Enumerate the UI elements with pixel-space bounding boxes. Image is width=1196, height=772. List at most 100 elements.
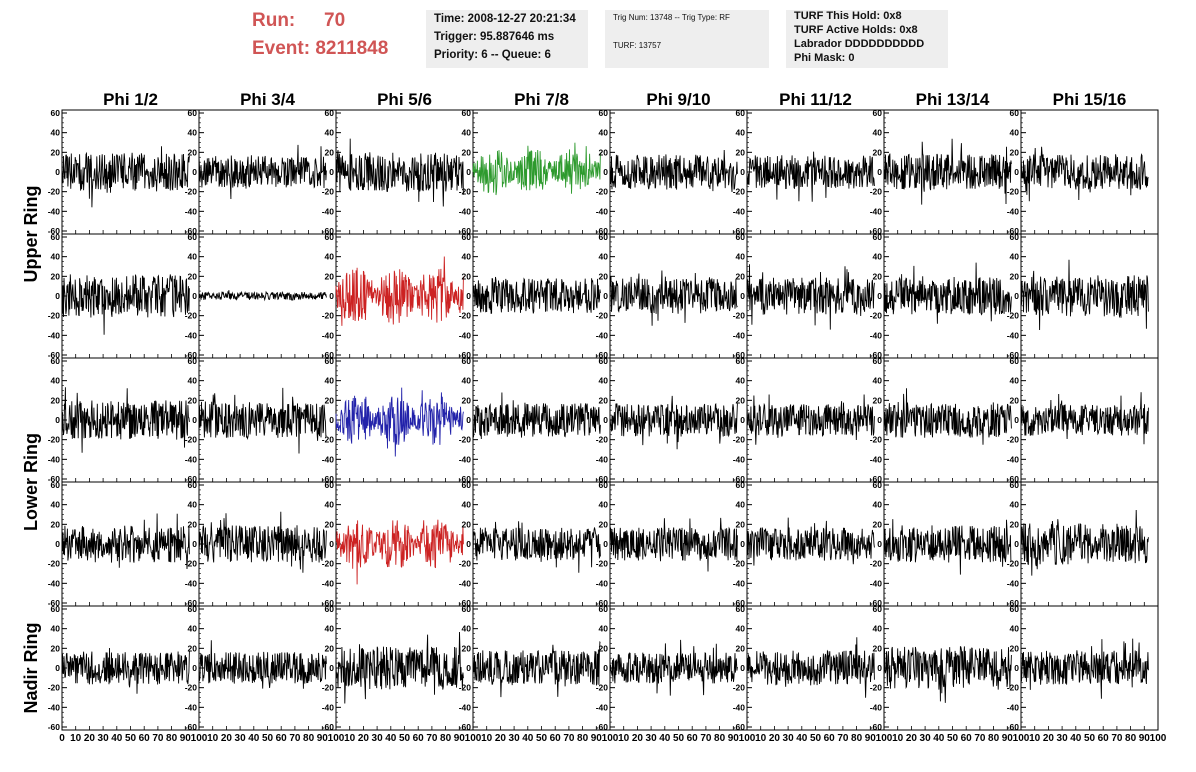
y-tick-label: -40 <box>459 578 472 588</box>
y-tick-label: 0 <box>1014 415 1019 425</box>
y-tick-label: 40 <box>462 376 472 386</box>
y-tick-label: 0 <box>877 539 882 549</box>
y-tick-label: 60 <box>736 108 746 118</box>
y-tick-label: 20 <box>1010 519 1020 529</box>
y-tick-label: -60 <box>596 350 609 360</box>
waveform-panel: -60 -40 -20 0 20 40 60 <box>322 232 474 360</box>
y-tick-label: -40 <box>322 578 335 588</box>
y-tick-label: 40 <box>51 376 61 386</box>
x-tick-label: 10 <box>618 733 630 744</box>
waveform-panel: -60 -40 -20 0 20 40 60 <box>48 108 200 236</box>
waveform-trace <box>198 290 327 302</box>
x-tick-label: 70 <box>152 733 164 744</box>
y-tick-label: -20 <box>870 311 883 321</box>
y-tick-label: 40 <box>1010 624 1020 634</box>
y-tick-label: 20 <box>188 643 198 653</box>
y-tick-label: 40 <box>736 376 746 386</box>
y-tick-label: -20 <box>596 559 609 569</box>
y-tick-label: -60 <box>1007 350 1020 360</box>
y-tick-label: 40 <box>873 376 883 386</box>
y-tick-label: -60 <box>185 474 198 484</box>
y-tick-label: -20 <box>322 187 335 197</box>
x-tick-label: 30 <box>372 733 384 744</box>
x-tick-label: 90 <box>1002 733 1014 744</box>
y-tick-label: -40 <box>1007 454 1020 464</box>
y-tick-label: 0 <box>329 167 334 177</box>
y-tick-label: 20 <box>599 519 609 529</box>
waveform-panel: -60 -40 -20 0 20 40 60 <box>459 356 611 484</box>
x-tick-label: 40 <box>1070 733 1082 744</box>
waveform-panel: -60 -40 -20 0 20 40 60 <box>322 356 474 484</box>
waveform-panel: -60 -40 -20 0 20 40 60 <box>596 108 748 236</box>
y-tick-label: -60 <box>185 598 198 608</box>
y-tick-label: 40 <box>462 500 472 510</box>
y-tick-label: -40 <box>48 206 61 216</box>
y-tick-label: -60 <box>870 598 883 608</box>
y-tick-label: 60 <box>1010 604 1020 614</box>
y-tick-label: -60 <box>185 722 198 732</box>
y-tick-label: -60 <box>733 350 746 360</box>
y-tick-label: 20 <box>462 643 472 653</box>
waveform-trace <box>335 631 464 704</box>
x-tick-label: 30 <box>646 733 658 744</box>
y-tick-label: 0 <box>55 415 60 425</box>
x-tick-label: 50 <box>1084 733 1096 744</box>
waveform-trace <box>198 144 327 200</box>
waveform-trace <box>198 640 327 689</box>
x-tick-label: 90 <box>865 733 877 744</box>
x-tick-label: 10 <box>344 733 356 744</box>
y-tick-label: -40 <box>1007 330 1020 340</box>
y-tick-label: -40 <box>322 206 335 216</box>
y-tick-label: 0 <box>877 291 882 301</box>
y-tick-label: -60 <box>596 226 609 236</box>
y-tick-label: 20 <box>188 519 198 529</box>
x-tick-label: 90 <box>728 733 740 744</box>
x-tick-label: 40 <box>385 733 397 744</box>
y-tick-label: -20 <box>1007 311 1020 321</box>
x-tick-label: 100 <box>602 733 619 744</box>
y-tick-label: 20 <box>51 643 61 653</box>
x-tick-label: 60 <box>139 733 151 744</box>
y-tick-label: 20 <box>462 395 472 405</box>
y-tick-label: 0 <box>55 167 60 177</box>
y-tick-label: 60 <box>462 232 472 242</box>
x-tick-label: 50 <box>673 733 685 744</box>
y-tick-label: -40 <box>185 454 198 464</box>
x-tick-label: 10 <box>1029 733 1041 744</box>
waveform-trace <box>61 647 190 694</box>
y-tick-label: -60 <box>733 722 746 732</box>
x-tick-label: 40 <box>111 733 123 744</box>
event-value: 8211848 <box>315 38 389 59</box>
trigger-info-box: Trig Num: 13748 -- Trig Type: RF TURF: 1… <box>605 10 769 68</box>
y-tick-label: -40 <box>733 454 746 464</box>
y-tick-label: -20 <box>48 683 61 693</box>
x-tick-label: 50 <box>399 733 411 744</box>
y-tick-label: 0 <box>329 539 334 549</box>
y-tick-label: 60 <box>1010 232 1020 242</box>
x-tick-label: 10 <box>207 733 219 744</box>
y-tick-label: 40 <box>1010 376 1020 386</box>
event-label: Event: <box>252 38 311 59</box>
y-tick-label: 0 <box>466 415 471 425</box>
y-tick-label: -40 <box>322 330 335 340</box>
y-tick-label: -20 <box>1007 683 1020 693</box>
column-title: Phi 1/2 <box>103 90 158 109</box>
x-tick-label: 50 <box>947 733 959 744</box>
y-tick-label: -20 <box>48 187 61 197</box>
y-tick-label: 0 <box>1014 291 1019 301</box>
y-tick-label: 20 <box>325 519 335 529</box>
waveform-panel: -60 -40 -20 0 20 40 60 <box>870 356 1022 484</box>
labrador-text: Labrador DDDDDDDDDD <box>794 38 925 50</box>
waveform-trace <box>746 517 875 566</box>
y-tick-label: -60 <box>48 350 61 360</box>
x-tick-label: 50 <box>810 733 822 744</box>
priority-text: Priority: 6 -- Queue: 6 <box>434 49 551 61</box>
waveform-panel: -60 -40 -20 0 20 40 60 <box>48 604 200 732</box>
time-info-box: Time: 2008-12-27 20:21:34 Trigger: 95.88… <box>426 10 588 68</box>
x-tick-label: 100 <box>1013 733 1030 744</box>
x-tick-label: 100 <box>1150 733 1167 744</box>
y-tick-label: -20 <box>870 435 883 445</box>
y-tick-label: 20 <box>462 271 472 281</box>
waveform-panel: -60 -40 -20 0 20 40 60 <box>185 480 337 608</box>
